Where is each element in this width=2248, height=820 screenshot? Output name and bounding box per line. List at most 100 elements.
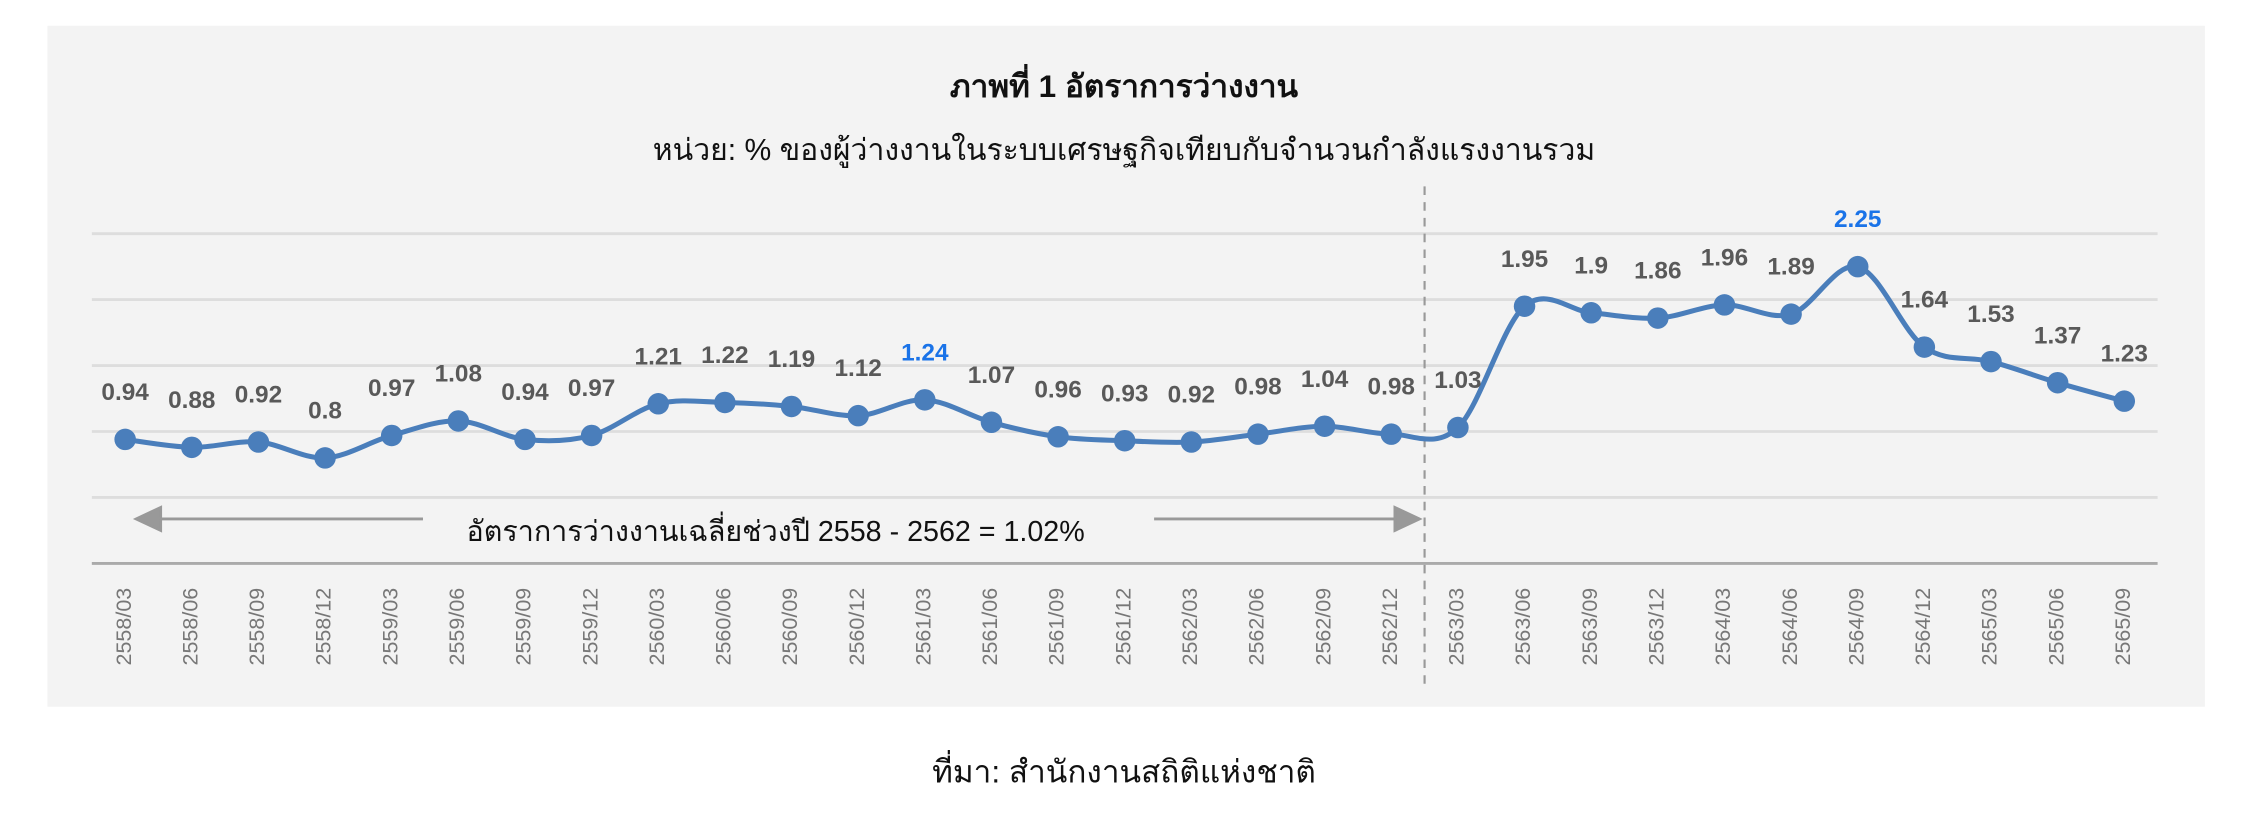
point bbox=[1647, 307, 1669, 329]
data-label: 0.98 bbox=[1368, 374, 1415, 401]
point bbox=[1447, 416, 1469, 439]
x-tick-label: 2564/09 bbox=[1844, 588, 1868, 666]
point bbox=[314, 447, 336, 469]
data-label: 1.86 bbox=[1634, 258, 1681, 285]
point bbox=[447, 410, 470, 432]
x-tick-label: 2558/06 bbox=[178, 588, 202, 666]
point bbox=[181, 436, 203, 459]
data-label: 1.96 bbox=[1701, 244, 1748, 271]
x-tick-label: 2562/06 bbox=[1245, 588, 1269, 666]
point bbox=[847, 404, 869, 427]
point bbox=[1713, 294, 1736, 316]
x-tick-label: 2560/03 bbox=[645, 588, 669, 666]
x-tick-label: 2560/06 bbox=[712, 588, 736, 666]
point bbox=[1846, 255, 1869, 278]
data-label: 1.64 bbox=[1901, 287, 1949, 314]
data-label: 1.07 bbox=[968, 362, 1015, 389]
data-label: 1.53 bbox=[1967, 301, 2014, 328]
point bbox=[980, 411, 1003, 434]
data-label: 1.23 bbox=[2101, 341, 2148, 368]
x-tick-label: 2559/06 bbox=[445, 588, 469, 666]
data-label: 1.08 bbox=[435, 361, 482, 388]
point bbox=[380, 424, 403, 447]
x-tick-label: 2561/12 bbox=[1111, 588, 1135, 666]
x-tick-label: 2564/06 bbox=[1778, 588, 1802, 666]
point bbox=[1313, 415, 1336, 437]
x-tick-label: 2564/12 bbox=[1911, 588, 1935, 666]
point bbox=[114, 428, 136, 451]
point bbox=[2113, 390, 2136, 412]
data-label: 0.96 bbox=[1034, 376, 1081, 403]
point bbox=[714, 391, 736, 414]
arrow-right-head bbox=[1393, 505, 1423, 533]
data-label: 1.24 bbox=[901, 339, 949, 366]
x-tick-label: 2558/12 bbox=[312, 588, 336, 666]
data-label: 0.94 bbox=[101, 379, 149, 406]
data-label: 1.89 bbox=[1767, 254, 1814, 281]
point bbox=[1913, 336, 1936, 358]
x-tick-label: 2563/12 bbox=[1644, 588, 1668, 666]
x-tick-label: 2563/03 bbox=[1445, 588, 1469, 666]
x-tick-label: 2559/03 bbox=[378, 588, 402, 666]
x-tick-label: 2562/12 bbox=[1378, 588, 1402, 666]
x-tick-label: 2565/06 bbox=[2044, 588, 2068, 666]
point bbox=[1980, 350, 2002, 373]
x-tick-label: 2565/09 bbox=[2111, 588, 2135, 666]
source: ที่มา: สำนักงานสถิติแห่งชาติ bbox=[932, 749, 1316, 789]
x-tick-label: 2560/09 bbox=[778, 588, 802, 666]
data-label: 0.97 bbox=[368, 375, 415, 402]
point bbox=[1380, 423, 1403, 445]
point bbox=[247, 431, 270, 453]
x-tick-label: 2564/03 bbox=[1711, 588, 1735, 666]
data-label: 0.92 bbox=[1168, 382, 1215, 409]
chart-subtitle: หน่วย: % ของผู้ว่างงานในระบบเศรษฐกิจเทีย… bbox=[653, 132, 1595, 168]
point bbox=[514, 428, 536, 451]
x-tick-label: 2565/03 bbox=[1978, 588, 2002, 666]
annotation-arrows bbox=[132, 505, 1423, 533]
x-tick-label: 2560/12 bbox=[845, 588, 869, 666]
data-label: 1.12 bbox=[834, 355, 881, 382]
x-tick-label: 2561/03 bbox=[911, 588, 935, 666]
data-label: 0.88 bbox=[168, 387, 215, 414]
point bbox=[647, 393, 670, 415]
x-tick-label: 2558/09 bbox=[245, 588, 269, 666]
data-label: 0.8 bbox=[308, 397, 342, 424]
x-tick-label: 2559/12 bbox=[578, 588, 602, 666]
point bbox=[580, 424, 603, 447]
point bbox=[780, 395, 803, 418]
x-tick-label: 2563/09 bbox=[1578, 588, 1602, 666]
chart-title: ภาพที่ 1 อัตราการว่างงาน bbox=[950, 64, 1299, 104]
x-tick-label: 2562/03 bbox=[1178, 588, 1202, 666]
arrow-left-head bbox=[132, 505, 163, 533]
x-tick-label: 2561/09 bbox=[1045, 588, 1069, 666]
x-tick-label: 2559/09 bbox=[512, 588, 536, 666]
point bbox=[1580, 302, 1602, 324]
data-label: 0.94 bbox=[501, 379, 549, 406]
x-tick-label: 2562/09 bbox=[1311, 588, 1335, 666]
annotation: อัตราการว่างงานเฉลี่ยช่วงปี 2558 - 2562 … bbox=[467, 511, 1085, 548]
data-label: 0.92 bbox=[235, 382, 282, 409]
x-tick-label: 2563/06 bbox=[1511, 588, 1535, 666]
point bbox=[1247, 423, 1269, 445]
data-label: 0.98 bbox=[1234, 374, 1281, 401]
data-label: 0.93 bbox=[1101, 380, 1148, 407]
data-label: 1.19 bbox=[768, 346, 815, 373]
point bbox=[2046, 371, 2069, 394]
point bbox=[1047, 426, 1069, 448]
point bbox=[1780, 303, 1802, 325]
data-label: 1.21 bbox=[635, 343, 682, 370]
data-label: 1.37 bbox=[2034, 322, 2081, 349]
data-label: 1.04 bbox=[1301, 366, 1349, 393]
data-label: 0.97 bbox=[568, 375, 615, 402]
point bbox=[914, 389, 936, 411]
data-label: 2.25 bbox=[1834, 206, 1881, 233]
plot: 2558/03 2558/06 2558/09 2558/12 2559/03 2559/… bbox=[91, 186, 2158, 686]
x-tick-label: 2558/03 bbox=[112, 588, 136, 666]
data-label: 1.9 bbox=[1574, 252, 1608, 279]
data-label: 1.22 bbox=[701, 342, 748, 369]
data-label: 1.03 bbox=[1434, 367, 1481, 394]
point bbox=[1113, 429, 1136, 452]
point bbox=[1180, 431, 1203, 453]
